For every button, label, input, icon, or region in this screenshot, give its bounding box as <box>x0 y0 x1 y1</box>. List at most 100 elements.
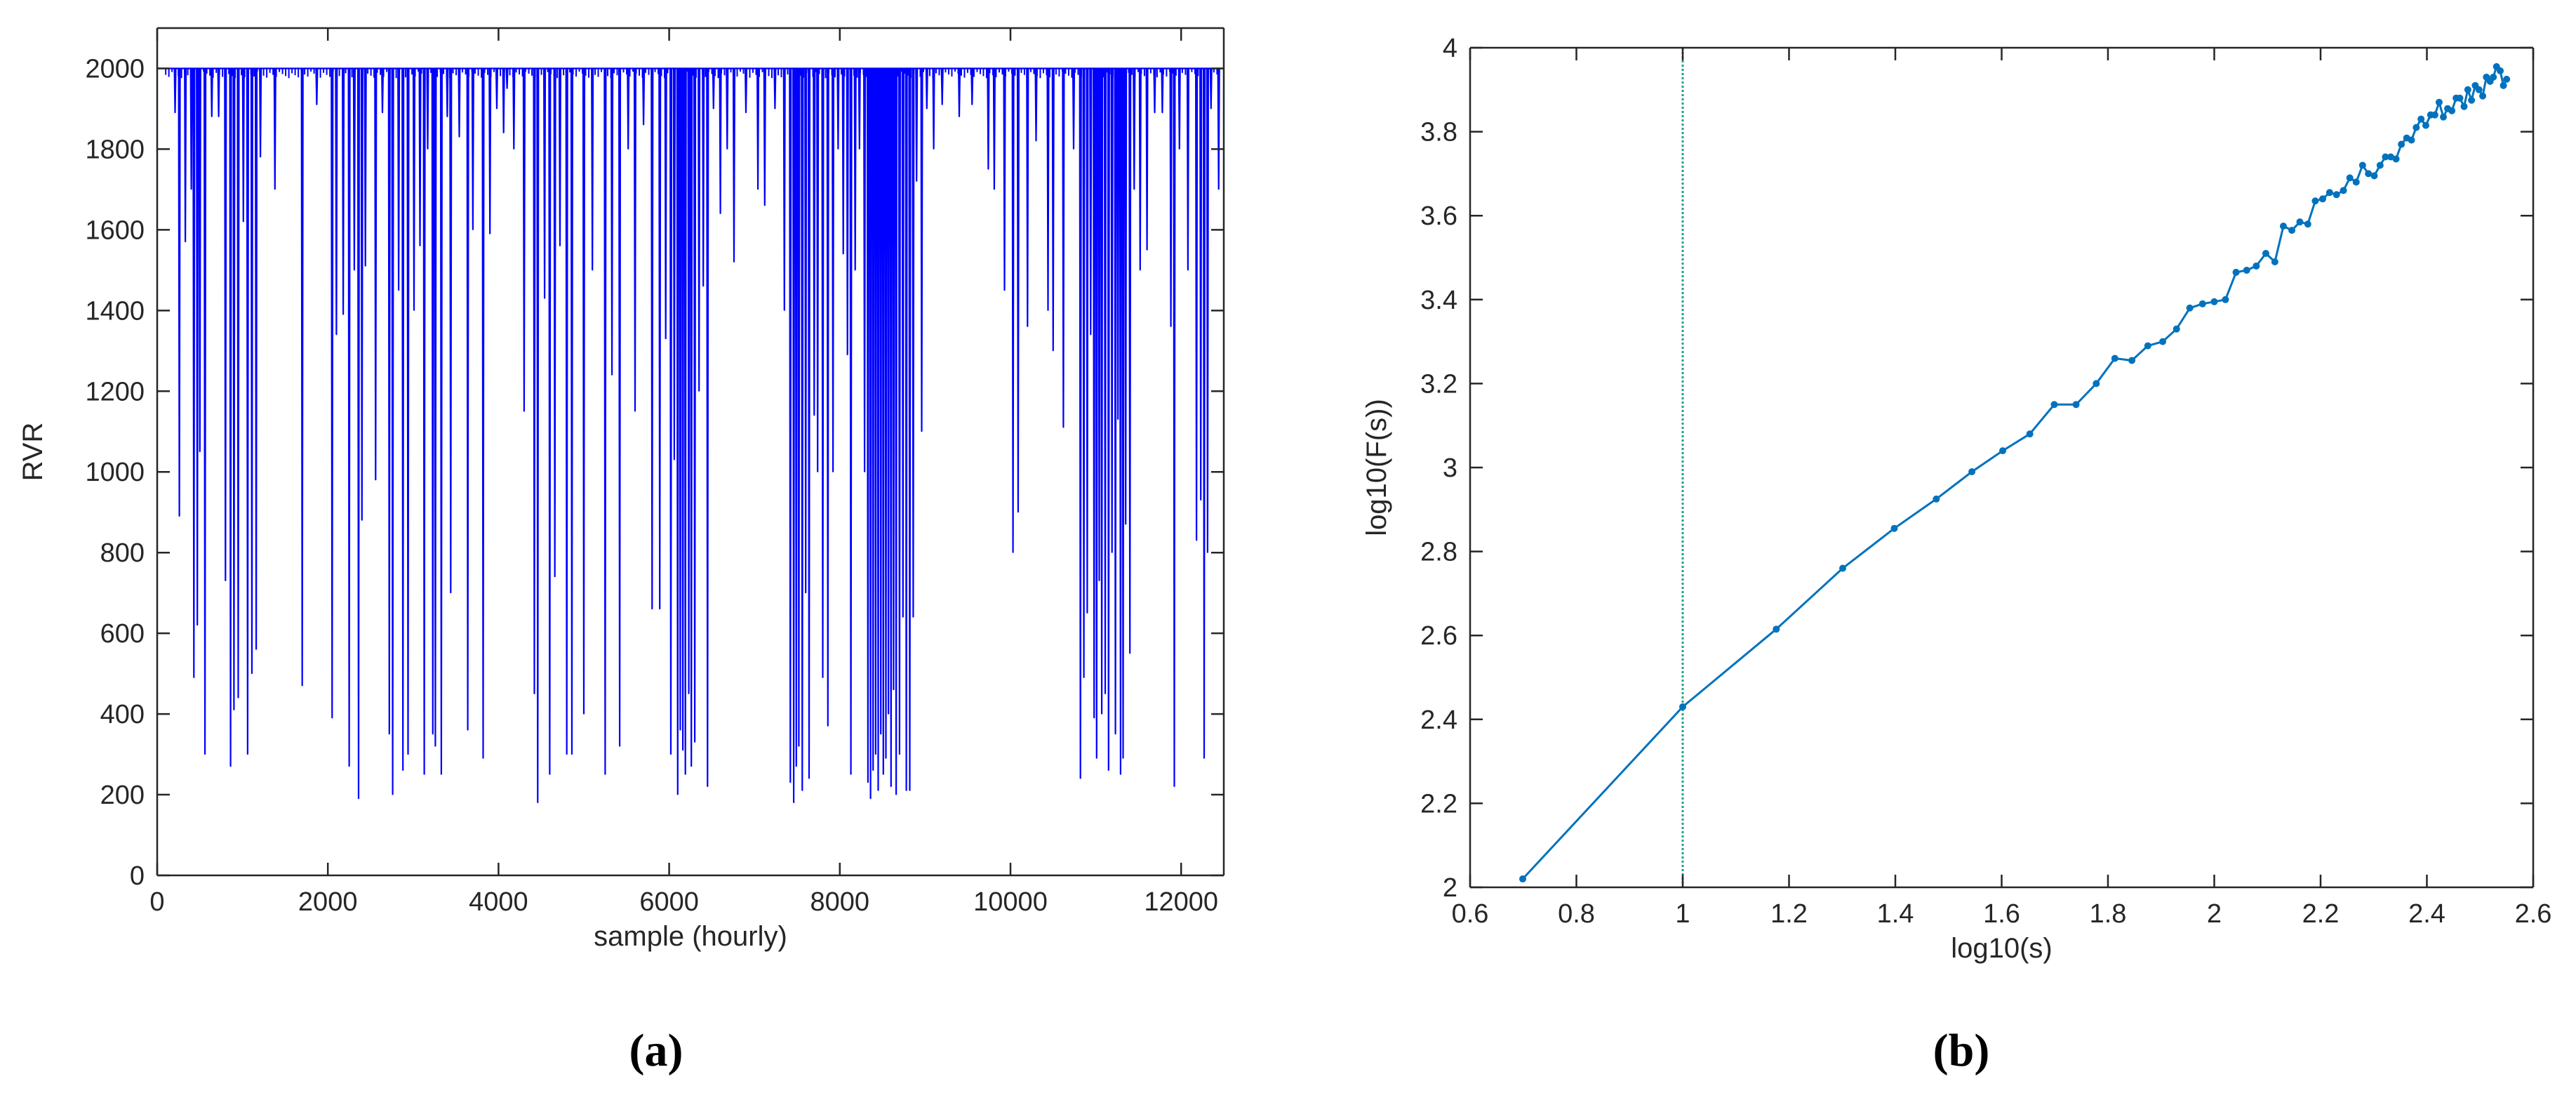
x-tick-label: 2.6 <box>2515 899 2552 929</box>
dip-point <box>1173 786 1175 788</box>
y-tick-label: 3.6 <box>1420 201 1457 231</box>
dip-point <box>467 729 469 731</box>
data-point <box>2503 75 2511 83</box>
data-point <box>2296 218 2304 226</box>
x-tick-label: 2 <box>2207 899 2222 929</box>
x-tick-label: 1.6 <box>1983 899 2020 929</box>
data-point <box>2448 107 2456 114</box>
dip-point <box>877 790 879 791</box>
y-tick-label: 1600 <box>85 216 145 245</box>
dip-point <box>1210 108 1212 110</box>
dip-point <box>916 180 917 183</box>
x-tick-label: 2.2 <box>2302 899 2340 929</box>
dip-point <box>690 766 692 767</box>
data-point <box>1999 447 2007 455</box>
data-point <box>2490 73 2497 81</box>
x-tick-label: 0.8 <box>1558 899 1595 929</box>
data-point <box>2398 140 2405 148</box>
x-tick-label: 2000 <box>298 887 358 917</box>
series-line-fs <box>1521 64 2508 880</box>
dip-point <box>813 415 815 416</box>
data-point <box>2128 357 2136 364</box>
dip-point <box>850 774 852 775</box>
dip-point <box>1073 148 1074 150</box>
data-point <box>2093 380 2100 387</box>
dip-point <box>274 189 276 190</box>
x-tick-label: 0 <box>149 887 164 917</box>
dip-point <box>1093 717 1095 719</box>
x-axis-label: sample (hourly) <box>594 921 787 952</box>
dip-point <box>888 713 889 715</box>
dip-point <box>926 108 928 110</box>
dip-point <box>698 390 700 392</box>
data-point <box>1679 703 1686 710</box>
y-tick-label: 2.8 <box>1420 538 1457 567</box>
y-tick-label: 2 <box>1443 873 1457 903</box>
dip-point <box>1203 757 1205 759</box>
data-point <box>2311 197 2319 205</box>
dip-point <box>627 148 629 150</box>
dip-point <box>571 753 573 755</box>
dip-point <box>358 798 359 800</box>
y-tick-label: 2.4 <box>1420 706 1457 735</box>
dip-point <box>1120 774 1121 775</box>
data-point <box>2304 220 2311 228</box>
dip-point <box>837 148 839 150</box>
data-point <box>2382 153 2389 161</box>
data-point <box>2026 430 2034 438</box>
dip-point <box>679 729 681 731</box>
x-tick-label: 2.4 <box>2408 899 2445 929</box>
y-tick-label: 2.6 <box>1420 621 1457 651</box>
dip-point <box>1080 778 1081 779</box>
caption-b: (b) <box>1933 1025 1990 1076</box>
data-point <box>2050 401 2058 409</box>
dip-point <box>1179 148 1180 150</box>
x-axis-label: log10(s) <box>1951 933 2053 964</box>
data-point <box>2340 187 2347 194</box>
data-point <box>2279 223 2287 230</box>
data-point <box>1519 875 1526 883</box>
dip-point <box>726 148 728 150</box>
dip-point <box>745 112 747 114</box>
dip-point <box>685 774 686 775</box>
x-tick-label: 12000 <box>1144 887 1218 917</box>
data-point <box>2271 258 2278 265</box>
data-point <box>2464 86 2471 93</box>
dip-point <box>1062 427 1064 428</box>
data-point <box>2497 67 2504 74</box>
data-point <box>2072 401 2080 409</box>
dip-point <box>251 673 253 675</box>
dip-point <box>899 753 900 755</box>
dip-point <box>413 310 415 311</box>
dip-point <box>801 790 803 791</box>
dip-point <box>1161 112 1163 114</box>
data-point <box>2456 94 2464 102</box>
data-point <box>1773 625 1780 633</box>
dip-point <box>204 753 206 755</box>
dip-point <box>784 310 785 311</box>
dip-point <box>361 519 363 521</box>
dip-point <box>707 786 708 788</box>
dip-point <box>185 241 186 243</box>
dip-point <box>1086 612 1088 614</box>
dip-point <box>822 677 824 678</box>
data-point <box>2376 161 2384 169</box>
data-point <box>2352 178 2360 186</box>
x-tick-label: 1 <box>1675 899 1690 929</box>
chart-a: 0 2000 4000 6000 8000 10000 12000 0 200 400 600 800… <box>18 27 1225 952</box>
dip-point <box>179 515 180 517</box>
dip-point <box>1218 189 1220 190</box>
dip-point <box>895 794 897 795</box>
data-point <box>2346 174 2354 182</box>
y-axis-label: RVR <box>18 423 48 482</box>
y-tick-label: 200 <box>100 781 145 810</box>
y-tick-label: 1000 <box>85 458 145 487</box>
y-tick-label: 800 <box>100 538 145 568</box>
dip-point <box>789 782 791 783</box>
dip-point <box>890 786 892 788</box>
y-tick-label: 600 <box>100 619 145 649</box>
dip-point <box>1003 289 1006 291</box>
data-point <box>2288 227 2296 234</box>
dip-point <box>757 189 759 190</box>
